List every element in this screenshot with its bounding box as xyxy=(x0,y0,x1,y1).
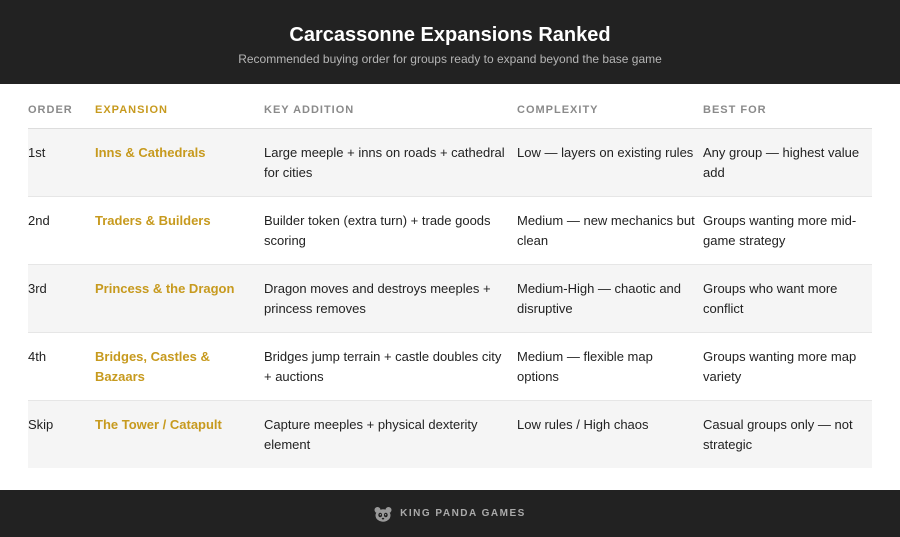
key-addition-cell: Capture meeples + physical dexterity ele… xyxy=(264,400,517,468)
best-for-cell: Groups wanting more map variety xyxy=(703,332,872,401)
best-for-cell: Any group — highest value add xyxy=(703,128,872,197)
expansion-name: Princess & the Dragon xyxy=(95,264,264,333)
complexity-cell: Medium — new mechanics but clean xyxy=(517,196,703,265)
column-header-expansion: EXPANSION xyxy=(95,94,264,129)
table-row: 2nd Traders & Builders Builder token (ex… xyxy=(28,196,872,265)
best-for-cell: Groups wanting more mid-game strategy xyxy=(703,196,872,265)
table-row: 1st Inns & Cathedrals Large meeple + inn… xyxy=(28,128,872,197)
column-header-key-addition: KEY ADDITION xyxy=(264,94,517,129)
page-footer: KING PANDA GAMES xyxy=(0,490,900,537)
expansion-name: Traders & Builders xyxy=(95,196,264,265)
expansion-name: The Tower / Catapult xyxy=(95,400,264,468)
best-for-cell: Casual groups only — not strategic xyxy=(703,400,872,468)
complexity-cell: Medium — flexible map options xyxy=(517,332,703,401)
order-cell: 4th xyxy=(28,332,95,401)
brand-name: KING PANDA GAMES xyxy=(400,508,526,519)
column-header-best-for: BEST FOR xyxy=(703,94,872,129)
key-addition-cell: Large meeple + inns on roads + cathedral… xyxy=(264,128,517,197)
table-row: 4th Bridges, Castles & Bazaars Bridges j… xyxy=(28,332,872,401)
complexity-cell: Medium-High — chaotic and disruptive xyxy=(517,264,703,333)
order-cell: 2nd xyxy=(28,196,95,265)
complexity-cell: Low rules / High chaos xyxy=(517,400,703,468)
order-cell: Skip xyxy=(28,400,95,468)
order-cell: 3rd xyxy=(28,264,95,333)
order-cell: 1st xyxy=(28,128,95,197)
complexity-cell: Low — layers on existing rules xyxy=(517,128,703,197)
expansion-name: Bridges, Castles & Bazaars xyxy=(95,332,264,401)
rankings-table-container: ORDER EXPANSION KEY ADDITION COMPLEXITY … xyxy=(28,94,872,468)
key-addition-cell: Dragon moves and destroys meeples + prin… xyxy=(264,264,517,333)
rankings-table: ORDER EXPANSION KEY ADDITION COMPLEXITY … xyxy=(28,94,872,468)
table-header-row: ORDER EXPANSION KEY ADDITION COMPLEXITY … xyxy=(28,94,872,129)
panda-icon xyxy=(374,506,392,522)
key-addition-cell: Builder token (extra turn) + trade goods… xyxy=(264,196,517,265)
page-header: Carcassonne Expansions Ranked Recommende… xyxy=(0,0,900,84)
best-for-cell: Groups who want more conflict xyxy=(703,264,872,333)
expansion-name: Inns & Cathedrals xyxy=(95,128,264,197)
key-addition-cell: Bridges jump terrain + castle doubles ci… xyxy=(264,332,517,401)
table-row: 3rd Princess & the Dragon Dragon moves a… xyxy=(28,264,872,333)
table-row: Skip The Tower / Catapult Capture meeple… xyxy=(28,400,872,468)
column-header-order: ORDER xyxy=(28,94,95,129)
page-title: Carcassonne Expansions Ranked xyxy=(289,24,611,46)
column-header-complexity: COMPLEXITY xyxy=(517,94,703,129)
page-subtitle: Recommended buying order for groups read… xyxy=(238,52,662,66)
